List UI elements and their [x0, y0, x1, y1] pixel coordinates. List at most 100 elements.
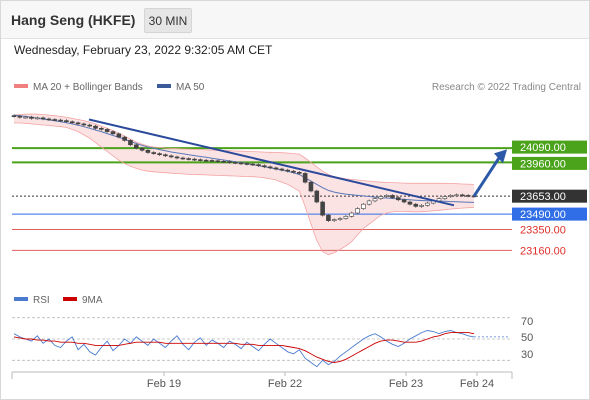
rsi-ma-legend-swatch — [63, 297, 77, 301]
candle-body — [460, 194, 465, 197]
x-tick-label-feb22: Feb 22 — [268, 378, 302, 390]
level-label-bg-2 — [512, 189, 587, 203]
candle-body — [221, 161, 226, 163]
candle-body — [390, 195, 395, 198]
candle-body — [58, 119, 63, 122]
candle-body — [215, 160, 221, 163]
candle-body — [99, 128, 104, 130]
candle-body — [34, 117, 40, 120]
level-label-bg-3 — [512, 207, 587, 221]
candle-body — [297, 172, 302, 174]
candle-body — [262, 165, 267, 168]
candle-body — [308, 181, 314, 192]
candle-body — [23, 116, 28, 119]
bollinger-band-area — [14, 114, 474, 255]
candle-body — [192, 158, 197, 161]
candle-body — [168, 155, 174, 158]
projection-arrow-head — [494, 149, 507, 164]
level-label-3: 23490.00 — [520, 209, 566, 221]
level-label-1: 23960.00 — [520, 158, 566, 170]
candle-body — [273, 167, 279, 170]
candle-body — [355, 208, 360, 214]
rsi-legend-label: RSI — [33, 295, 50, 306]
candle-body — [314, 190, 320, 203]
candle-body — [186, 158, 191, 160]
rsi-tick-50: 50 — [521, 332, 533, 344]
candle-body — [110, 131, 116, 135]
bollinger-legend-swatch — [14, 84, 28, 88]
x-tick-label-feb24: Feb 24 — [460, 378, 494, 390]
candle-body — [285, 169, 290, 172]
candle-body — [279, 168, 285, 171]
candle-body — [227, 161, 232, 163]
candle-body — [163, 154, 168, 157]
candle-body — [40, 117, 46, 120]
candle-body — [157, 153, 162, 155]
candle-body — [337, 218, 343, 220]
level-label-5: 23160.00 — [520, 245, 566, 257]
candle-body — [465, 195, 471, 197]
candle-body — [302, 173, 308, 183]
candle-body — [232, 162, 238, 164]
rsi-panel — [12, 317, 512, 368]
candle-body — [104, 129, 110, 132]
candle-body — [326, 214, 331, 221]
candle-body — [349, 212, 355, 217]
candle-body — [396, 197, 401, 201]
candle-body — [93, 125, 98, 129]
copyright-text: Research © 2022 Trading Central — [432, 82, 581, 93]
trend-line — [88, 118, 455, 207]
candle-body — [180, 157, 186, 160]
candle-body — [256, 164, 261, 166]
candle-body — [407, 201, 413, 205]
timeframe-button[interactable]: 30 MIN — [144, 8, 192, 33]
ma50-legend-swatch — [157, 84, 171, 88]
candle-body — [128, 140, 133, 146]
candle-body — [87, 124, 92, 127]
ma50-legend-label: MA 50 — [176, 82, 205, 93]
candle-body — [198, 159, 203, 161]
chart-header: Hang Seng (HKFE) 30 MIN — [1, 1, 589, 39]
x-tick-label-feb19: Feb 19 — [147, 378, 181, 390]
candle-body — [75, 122, 81, 125]
timestamp: Wednesday, February 23, 2022 9:32:05 AM … — [14, 43, 273, 57]
candle-body — [343, 216, 349, 219]
rsi-line — [13, 330, 475, 368]
level-label-2: 23653.00 — [520, 191, 566, 203]
candle-body — [372, 198, 378, 202]
rsi-tick-30: 30 — [521, 349, 533, 361]
candle-body — [151, 152, 157, 154]
candle-body — [454, 194, 459, 197]
instrument-title: Hang Seng (HKFE) — [11, 12, 136, 28]
rsi-tick-70: 70 — [521, 316, 533, 328]
candle-body — [81, 123, 87, 126]
candle-body — [203, 159, 209, 162]
candle-body — [69, 121, 75, 124]
candle-body — [401, 199, 407, 203]
price-panel: 24090.00 23960.00 23653.00 23490.00 23350.00… — [11, 113, 587, 257]
rsi-ma-legend-label: 9MA — [82, 295, 103, 306]
price-chart: MA 20 + Bollinger Bands MA 50 Research ©… — [11, 82, 587, 390]
candle-body — [17, 115, 23, 118]
candle-body — [442, 196, 448, 199]
candle-body — [413, 203, 419, 207]
bollinger-lower-line — [13, 122, 475, 256]
candle-body — [291, 170, 296, 173]
level-label-4: 23350.00 — [520, 225, 566, 237]
candle-body — [139, 147, 145, 151]
bollinger-upper-line — [13, 113, 475, 185]
candle-body — [174, 156, 180, 159]
candle-body — [145, 150, 151, 153]
bollinger-legend-label: MA 20 + Bollinger Bands — [33, 82, 143, 93]
candle-body — [267, 166, 273, 169]
candle-body — [250, 163, 256, 166]
level-label-0: 24090.00 — [520, 142, 566, 154]
candle-body — [419, 205, 424, 207]
candle-body — [448, 195, 454, 197]
candle-body — [116, 133, 122, 138]
candle-body — [64, 120, 69, 122]
candle-body — [378, 196, 384, 199]
candle-body — [244, 163, 250, 165]
candle-body — [122, 136, 127, 141]
